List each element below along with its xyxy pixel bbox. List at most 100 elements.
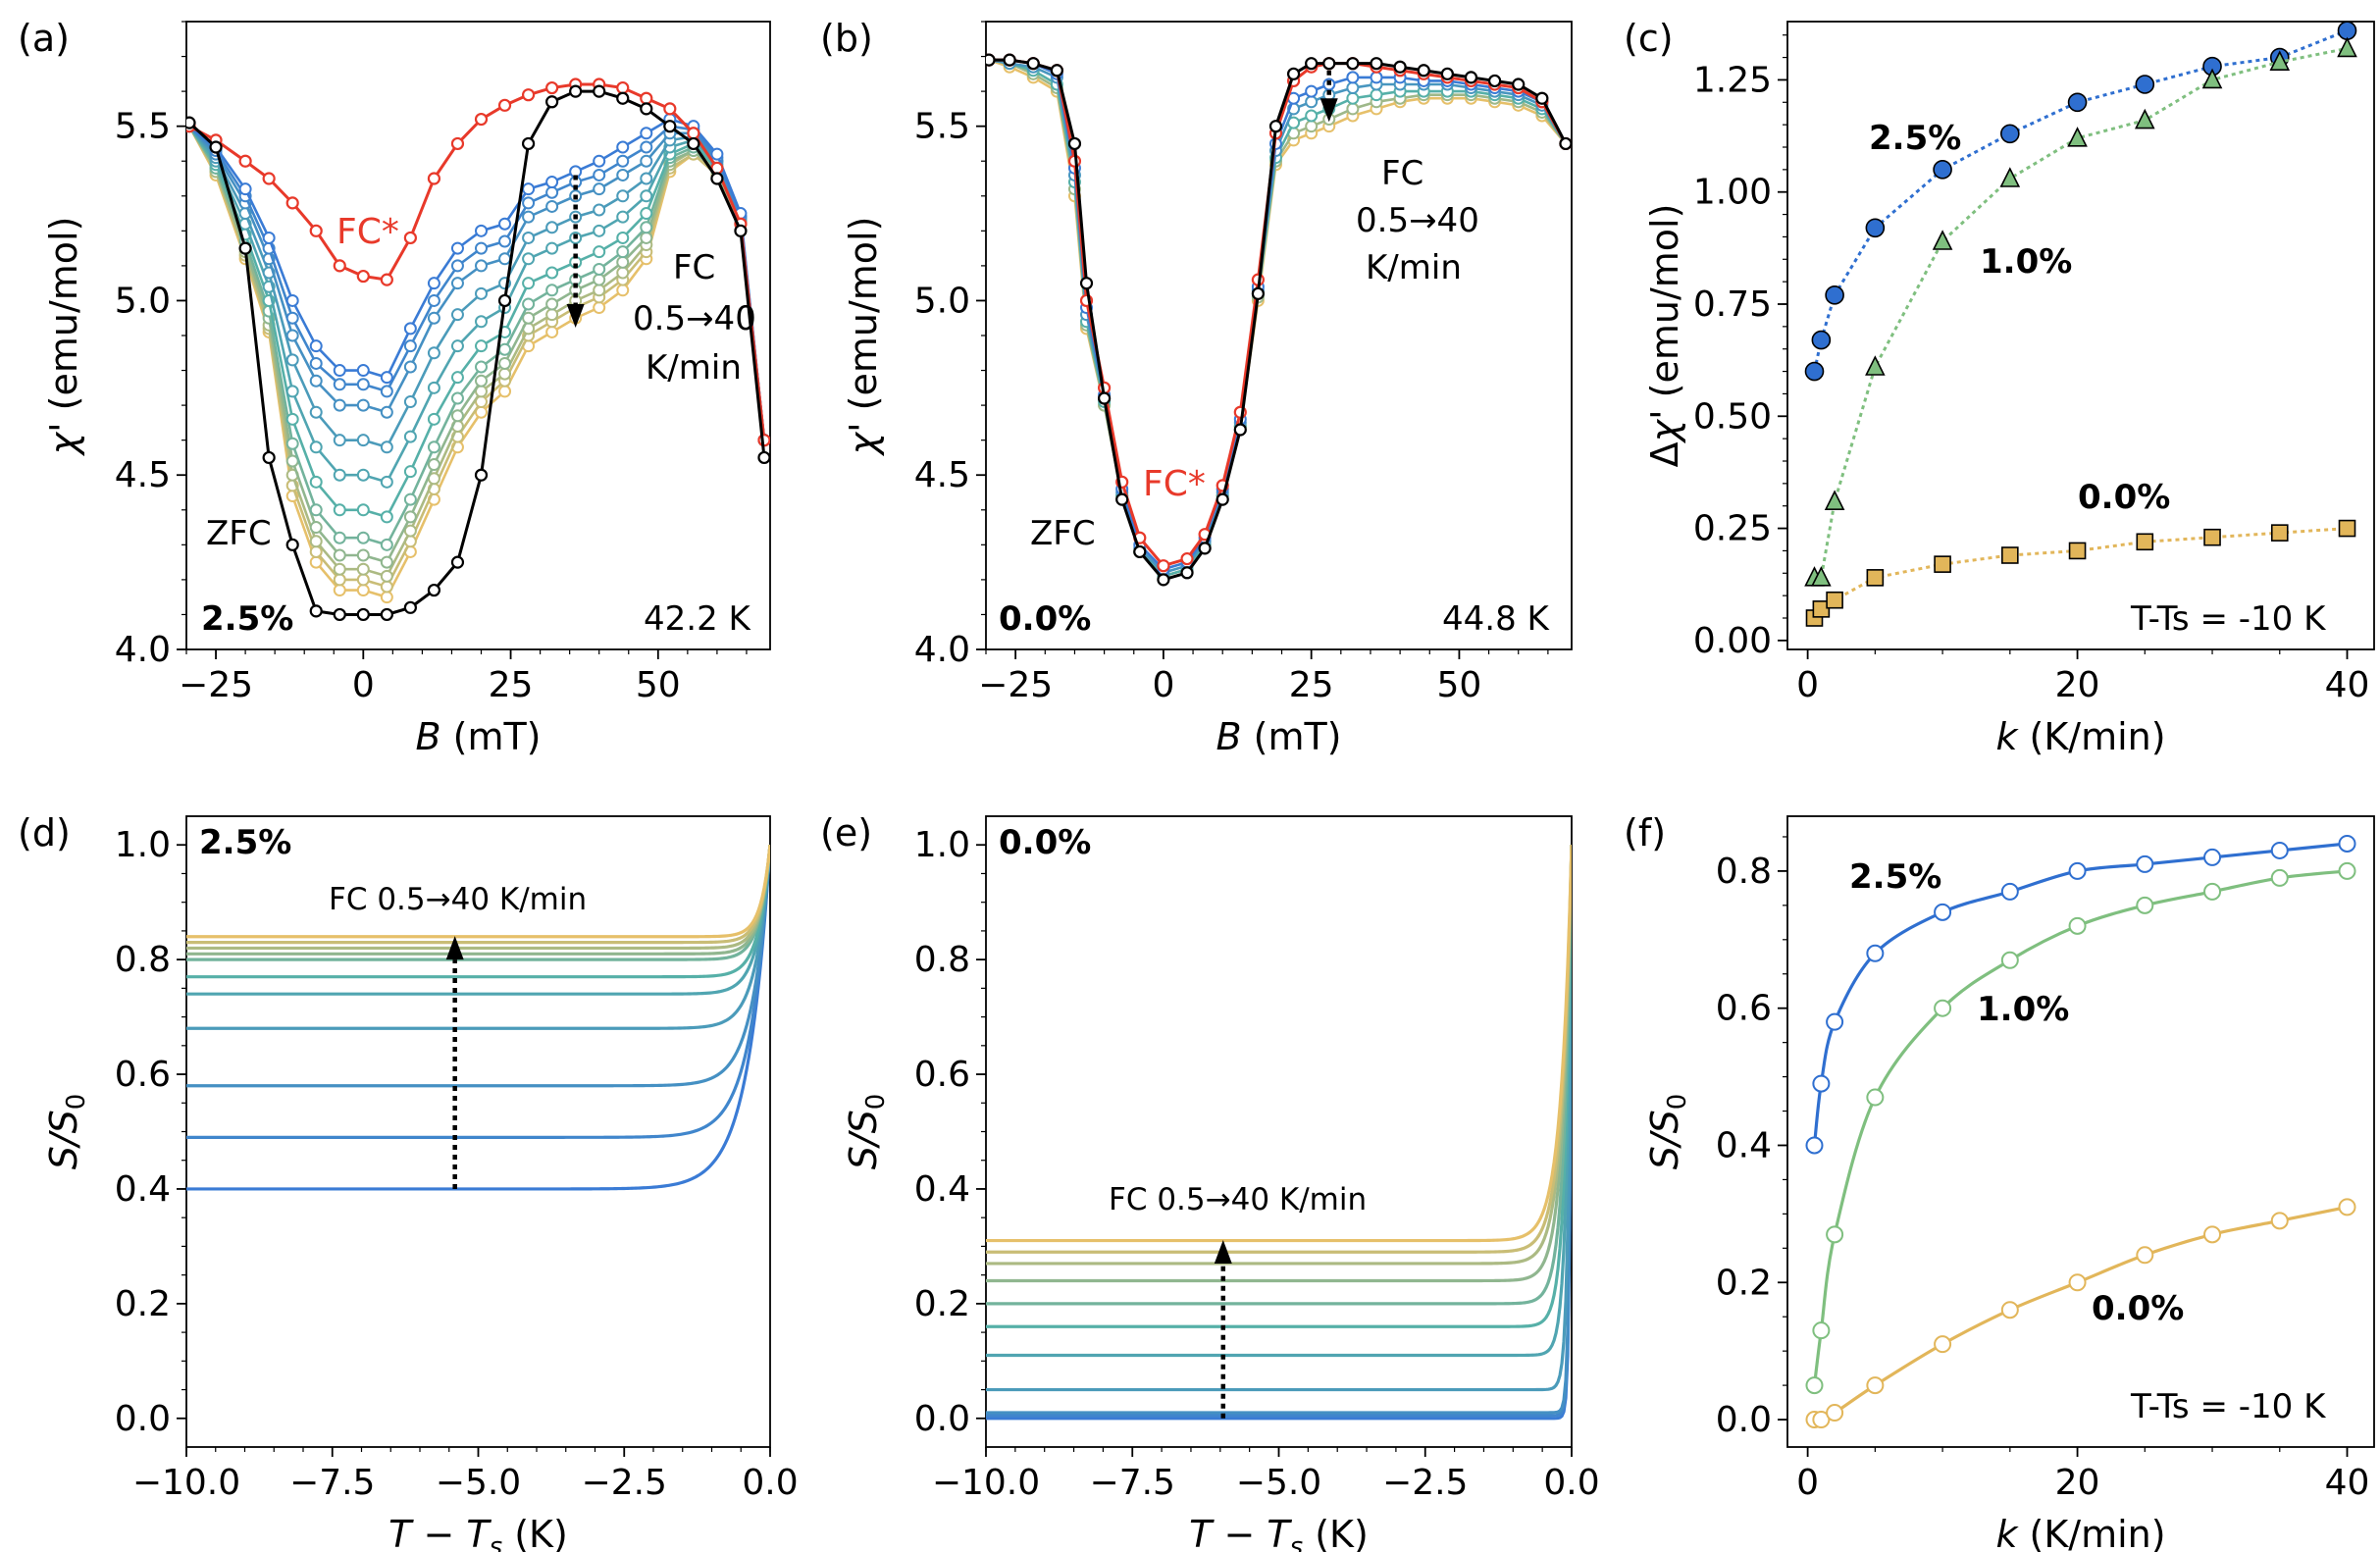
panel-c: 0 20 40 0.00 0.25 0.50 0.75 1.00 1.25 k (K/min) Δχ… bbox=[1643, 21, 2375, 758]
b-zfc-point bbox=[1268, 120, 1283, 133]
b-zfc-label: ZFC bbox=[1030, 514, 1096, 553]
a-fc-series-point bbox=[333, 364, 346, 378]
d-curve bbox=[186, 845, 770, 1191]
c-label-part: (K/min) bbox=[2017, 715, 2165, 758]
b-fc-text-2: 0.5→40 bbox=[1356, 201, 1479, 240]
d-curve bbox=[186, 845, 770, 945]
a-fc-series-point bbox=[285, 329, 299, 342]
a-fc-series-point bbox=[616, 231, 630, 244]
e-curve bbox=[986, 845, 1572, 1266]
b-zfc-point bbox=[1417, 64, 1430, 78]
f-series-point bbox=[1934, 1335, 1952, 1354]
a-fc-series-point bbox=[616, 284, 630, 297]
b-ytick-label: 5.5 bbox=[914, 107, 970, 147]
a-label-part: ' (emu/mol) bbox=[42, 217, 85, 433]
a-zfc-point bbox=[710, 172, 724, 185]
panel-b: −25 0 25 50 4.0 4.5 5.0 5.5 B (mT) χ' (emu/mol) bbox=[842, 21, 1573, 758]
a-fc-series-point bbox=[403, 510, 417, 524]
a-fc-series-point bbox=[450, 241, 464, 255]
d-label-part: (K) bbox=[502, 1513, 568, 1552]
c-point-triangle bbox=[1999, 167, 2021, 187]
a-fcstar-point bbox=[403, 231, 417, 245]
e-curve bbox=[986, 845, 1572, 1328]
a-fc-series-point bbox=[640, 231, 653, 244]
a-ytick-label: 4.5 bbox=[115, 455, 171, 495]
panel-label-c: (c) bbox=[1624, 17, 1674, 60]
c-point-circle bbox=[2067, 92, 2088, 113]
a-fc-series-point bbox=[309, 440, 323, 454]
a-fc-series-point bbox=[545, 199, 559, 213]
b-zfc-point bbox=[1180, 566, 1194, 580]
a-zfc-point bbox=[450, 555, 465, 569]
a-fc-series-point bbox=[403, 524, 417, 538]
a-fc-series-point bbox=[427, 440, 440, 454]
panel-e: −10.0 −7.5 −5.0 −2.5 0.0 0.0 0.2 0.4 0.6 0.8 1.0 T … bbox=[842, 815, 1600, 1552]
a-zfc-point bbox=[616, 91, 630, 105]
d-curve bbox=[186, 845, 770, 956]
e-xlabel: T − Ts (K) bbox=[1189, 1513, 1369, 1552]
a-fc-series-point bbox=[498, 385, 512, 398]
c-series-line bbox=[1813, 28, 2349, 372]
b-zfc-point bbox=[986, 53, 996, 67]
a-xtick-label: 50 bbox=[636, 665, 681, 705]
b-zfc-point bbox=[1157, 573, 1170, 587]
b-fcstar-point bbox=[1157, 559, 1170, 573]
c-point-square bbox=[2001, 546, 2019, 564]
a-fc-series-point bbox=[427, 311, 440, 325]
c-label-2-5: 2.5% bbox=[1869, 119, 1961, 158]
a-fc-series-point bbox=[616, 189, 630, 203]
f-label-part: S/S bbox=[1643, 1110, 1686, 1169]
a-zfc-point bbox=[380, 607, 393, 622]
b-fc-series-point bbox=[1346, 71, 1360, 84]
a-zfc-point bbox=[356, 607, 370, 622]
e-label-part: T bbox=[1189, 1513, 1215, 1552]
f-label-0-0: 0.0% bbox=[2092, 1289, 2184, 1328]
a-temperature-label: 42.2 K bbox=[644, 599, 752, 639]
a-fc-series-point bbox=[403, 430, 417, 443]
a-fc-series-point bbox=[309, 475, 323, 489]
f-ytick-label: 0.0 bbox=[1716, 1400, 1772, 1440]
e-axes-frame bbox=[985, 815, 1573, 1448]
d-label-part: s bbox=[490, 1532, 503, 1552]
e-label-part: 0 bbox=[861, 1094, 891, 1111]
a-fcstar-point bbox=[427, 172, 441, 185]
a-zfc-point bbox=[593, 84, 606, 98]
b-sample-label: 0.0% bbox=[999, 599, 1091, 639]
a-fc-series-point bbox=[593, 182, 606, 196]
a-zfc-point bbox=[497, 293, 512, 308]
a-fc-series-point bbox=[640, 207, 653, 221]
a-fcstar-point bbox=[521, 88, 536, 102]
b-fc-series-point bbox=[1305, 95, 1319, 109]
a-zfc-point bbox=[403, 600, 417, 614]
f-condition-label: T-Ts = -10 K bbox=[2130, 1387, 2327, 1426]
f-series-point bbox=[2270, 1212, 2289, 1230]
a-fc-series-point bbox=[640, 221, 653, 234]
f-series-point bbox=[2068, 916, 2087, 935]
c-point-circle bbox=[2000, 124, 2020, 144]
a-fc-series-point bbox=[522, 196, 536, 210]
e-xtick-label: 0.0 bbox=[1543, 1463, 1599, 1503]
b-fc-series-point bbox=[1346, 102, 1360, 116]
a-zfc-point bbox=[545, 95, 559, 109]
a-fc-series-point bbox=[333, 548, 346, 562]
c-xtick-label: 20 bbox=[2055, 665, 2100, 705]
d-curve bbox=[186, 845, 770, 1088]
a-ytick-label: 5.0 bbox=[115, 281, 171, 321]
a-fc-text-3: K/min bbox=[646, 348, 742, 388]
f-series-point bbox=[1826, 1404, 1844, 1423]
a-fc-series-point bbox=[285, 385, 299, 398]
panel-label-a: (a) bbox=[18, 17, 70, 60]
a-fc-series-point bbox=[545, 241, 559, 255]
a-fc-series-point bbox=[593, 284, 606, 297]
b-fc-text-3: K/min bbox=[1366, 248, 1462, 287]
a-fc-series-point bbox=[427, 346, 440, 360]
f-series-point bbox=[2270, 841, 2289, 859]
a-fc-series-point bbox=[450, 339, 464, 353]
c-condition-label: T-Ts = -10 K bbox=[2130, 599, 2327, 639]
f-series-point bbox=[2338, 861, 2356, 880]
a-fc-series-point bbox=[309, 405, 323, 419]
f-series-point bbox=[2203, 848, 2222, 866]
b-xlabel: B (mT) bbox=[1216, 715, 1341, 758]
f-series-point bbox=[1934, 903, 1952, 921]
a-label-part: B bbox=[415, 715, 440, 758]
